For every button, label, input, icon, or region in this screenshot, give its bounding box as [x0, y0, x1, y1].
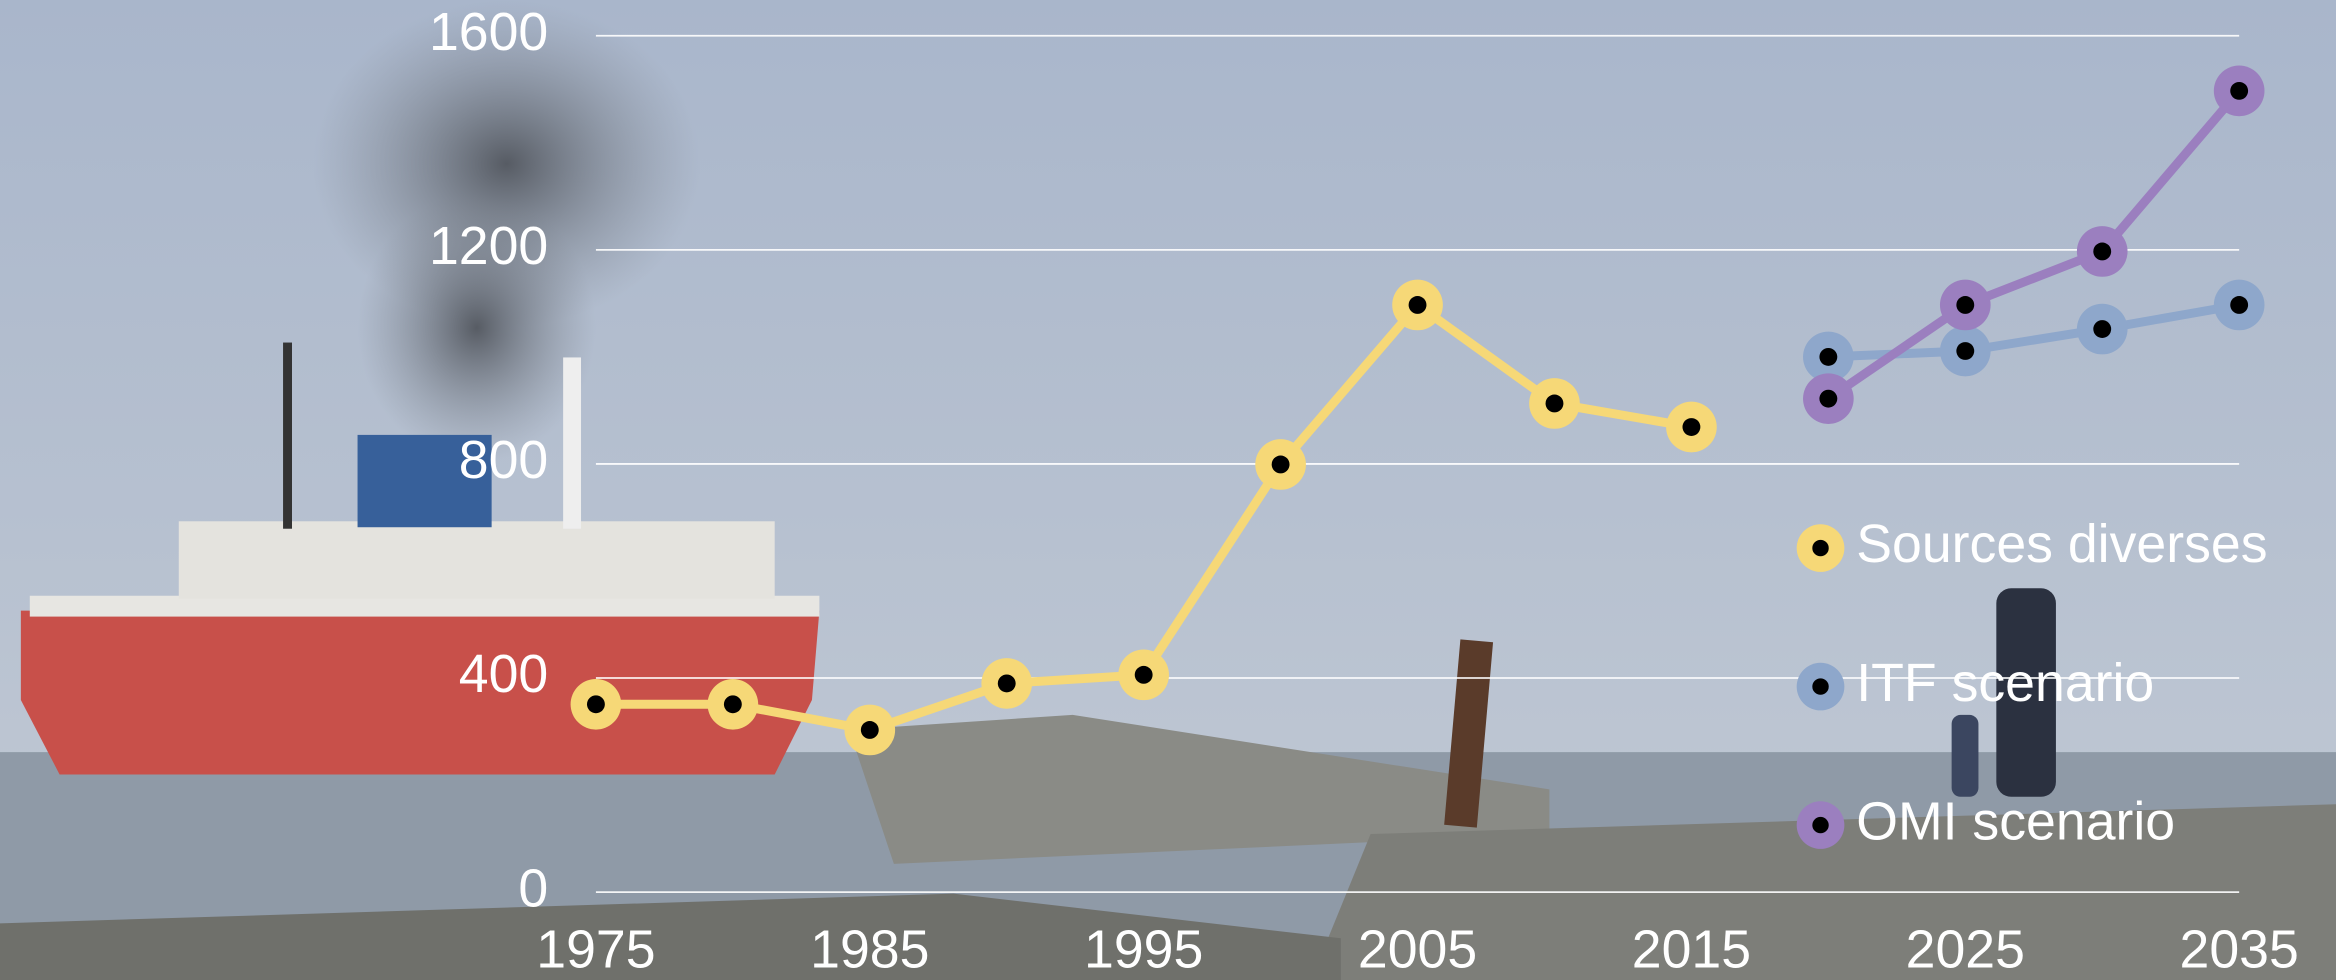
data-point	[708, 679, 759, 730]
data-point	[1529, 378, 1580, 429]
x-tick-label: 1995	[1084, 919, 1203, 979]
y-tick-label: 800	[459, 430, 548, 490]
data-point	[1392, 280, 1443, 331]
page: {"chart_data": {"type": "line", "x": [19…	[0, 0, 2336, 980]
marker-center	[1682, 418, 1700, 436]
marker-center	[1956, 296, 1974, 314]
marker-center	[1956, 342, 1974, 360]
marker-center	[2093, 243, 2111, 261]
legend-label: ITF scenario	[1856, 653, 2154, 713]
x-tick-label: 2035	[2180, 919, 2299, 979]
data-point	[2077, 226, 2128, 277]
marker-center	[724, 695, 742, 713]
marker-center	[1546, 395, 1564, 413]
data-point	[1803, 373, 1854, 424]
data-point	[844, 705, 895, 756]
data-point	[571, 679, 622, 730]
data-point	[2214, 280, 2265, 331]
marker-center	[2230, 296, 2248, 314]
x-tick-label: 2015	[1632, 919, 1751, 979]
x-tick-label: 2005	[1358, 919, 1477, 979]
data-point	[1118, 650, 1169, 701]
legend-marker-center	[1812, 540, 1828, 556]
data-point	[1255, 439, 1306, 490]
marker-center	[1409, 296, 1427, 314]
x-tick-label: 2025	[1906, 919, 2025, 979]
marker-center	[1819, 390, 1837, 408]
marker-center	[1272, 456, 1290, 474]
marker-center	[2093, 320, 2111, 338]
legend-marker-center	[1812, 678, 1828, 694]
data-point	[1666, 402, 1717, 453]
x-tick-label: 1985	[810, 919, 929, 979]
y-tick-label: 0	[518, 858, 548, 918]
data-point	[2214, 66, 2265, 117]
marker-center	[861, 721, 879, 739]
marker-center	[1819, 348, 1837, 366]
chart: 0 400 800 1200 1600 1975 1985 1995 2005 2015 2025 2…	[0, 0, 2336, 980]
data-point	[981, 658, 1032, 709]
legend-label: Sources diverses	[1856, 514, 2267, 574]
marker-center	[587, 695, 605, 713]
y-tick-label: 1200	[429, 216, 548, 276]
data-point	[2077, 304, 2128, 355]
y-tick-label: 1600	[429, 2, 548, 62]
x-tick-label: 1975	[536, 919, 655, 979]
data-point	[1940, 326, 1991, 377]
y-tick-label: 400	[459, 644, 548, 704]
data-point	[1940, 280, 1991, 331]
marker-center	[2230, 82, 2248, 100]
legend-label: OMI scenario	[1856, 791, 2175, 851]
marker-center	[998, 674, 1016, 692]
marker-center	[1135, 666, 1153, 684]
legend-marker-center	[1812, 817, 1828, 833]
